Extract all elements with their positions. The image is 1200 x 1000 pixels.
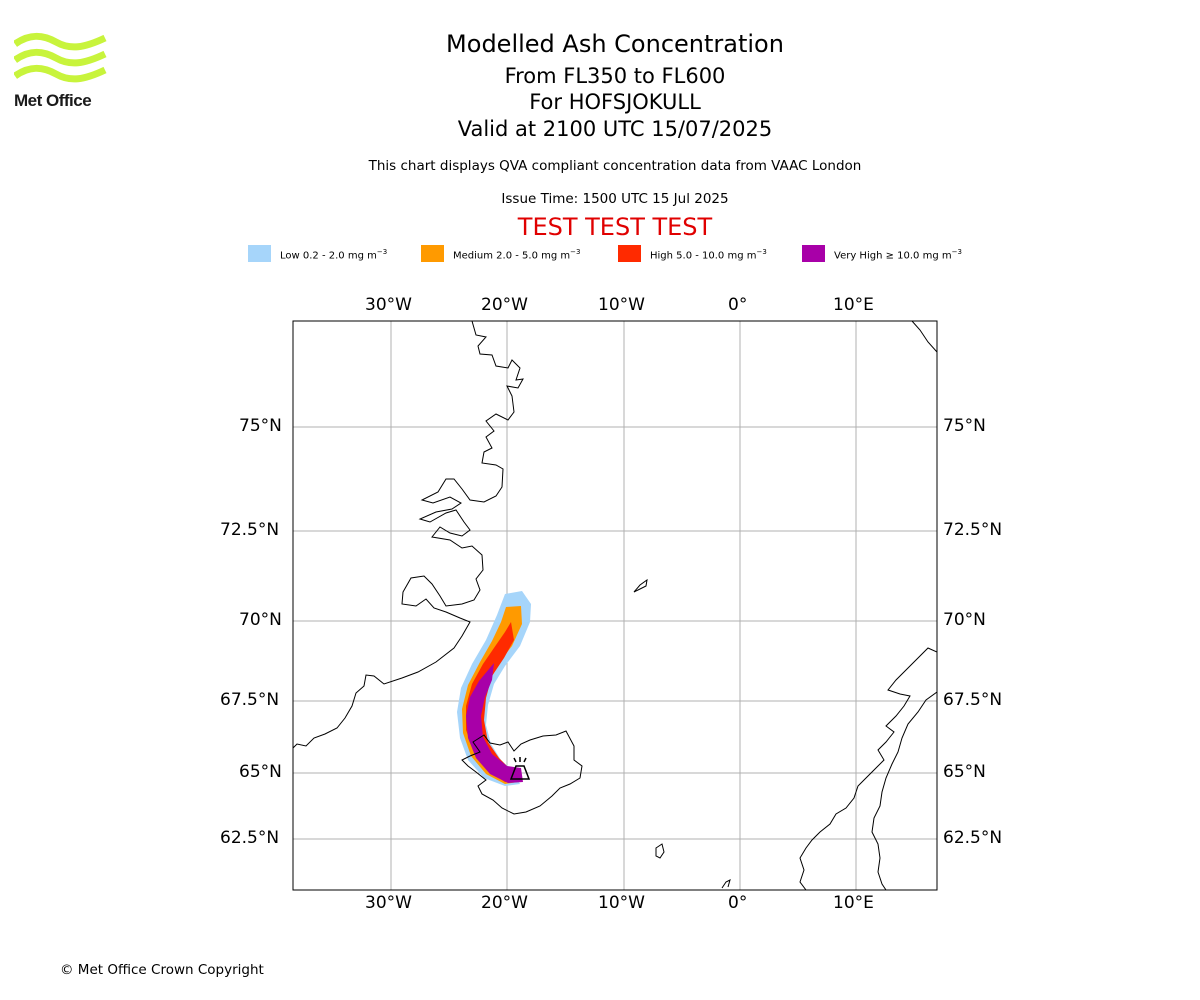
flight-levels: From FL350 to FL600 (504, 64, 726, 88)
lat-tick-left: 70°N (239, 610, 282, 630)
legend-exp-low: −3 (376, 248, 388, 256)
lat-tick-right: 67.5°N (943, 690, 1003, 710)
jan-mayen-coast (633, 578, 648, 593)
svalbard-coast (911, 321, 937, 353)
valid-time: Valid at 2100 UTC 15/07/2025 (457, 117, 773, 141)
coastlines (293, 321, 937, 890)
lon-tick-bottom: 10°W (598, 893, 645, 913)
test-banner: TEST TEST TEST (517, 213, 713, 241)
lat-tick-left: 65°N (239, 762, 282, 782)
met-office-logo-icon (14, 32, 107, 83)
lat-tick-right: 72.5°N (943, 520, 1003, 540)
lat-tick-right: 62.5°N (943, 828, 1003, 848)
lat-tick-right: 75°N (943, 416, 986, 436)
issue-time: Issue Time: 1500 UTC 15 Jul 2025 (501, 191, 729, 207)
volcano-marker-icon (509, 757, 531, 780)
legend-label-low: Low 0.2 - 2.0 mg m (280, 250, 377, 262)
lon-tick-bottom: 20°W (481, 893, 528, 913)
legend-swatch-low (248, 245, 271, 262)
legend-label-very-high: Very High ≥ 10.0 mg m (834, 250, 952, 262)
legend-swatch-high (618, 245, 641, 262)
lon-tick-top: 10°W (598, 295, 645, 315)
legend-label-medium: Medium 2.0 - 5.0 mg m (453, 250, 571, 262)
logo-text: Met Office (14, 91, 92, 110)
lon-tick-bottom: 10°E (833, 893, 874, 913)
legend-swatch-very-high (802, 245, 825, 262)
lon-tick-bottom: 30°W (365, 893, 412, 913)
compliance-note: This chart displays QVA compliant concen… (368, 158, 862, 174)
lat-tick-right: 70°N (943, 610, 986, 630)
map-frame (292, 320, 938, 891)
ash-very-high-region (466, 663, 523, 783)
volcano-name: For HOFSJOKULL (529, 90, 701, 114)
legend-label-high: High 5.0 - 10.0 mg m (650, 250, 757, 262)
lon-tick-top: 30°W (365, 295, 412, 315)
norway-coast (799, 647, 937, 890)
greenland-coast (293, 321, 524, 749)
lon-tick-top: 10°E (833, 295, 874, 315)
copyright: © Met Office Crown Copyright (60, 962, 264, 978)
faroes-coast (655, 843, 665, 859)
chart-title: Modelled Ash Concentration (446, 30, 784, 58)
legend-exp-high: −3 (756, 248, 767, 256)
lat-tick-left: 67.5°N (220, 690, 280, 710)
iceland-coast (461, 730, 583, 815)
gridlines (293, 321, 937, 890)
shetland-coast (721, 879, 731, 889)
legend-exp-very-high: −3 (951, 248, 962, 256)
legend-swatch-medium (421, 245, 444, 262)
lat-tick-left: 75°N (239, 416, 282, 436)
norway-inland-coast (871, 691, 937, 890)
lon-tick-bottom: 0° (728, 893, 748, 913)
lon-tick-top: 20°W (481, 295, 528, 315)
lat-tick-left: 62.5°N (220, 828, 280, 848)
lat-tick-left: 72.5°N (220, 520, 280, 540)
lon-tick-top: 0° (728, 295, 748, 315)
legend-exp-medium: −3 (570, 248, 581, 256)
lat-tick-right: 65°N (943, 762, 986, 782)
